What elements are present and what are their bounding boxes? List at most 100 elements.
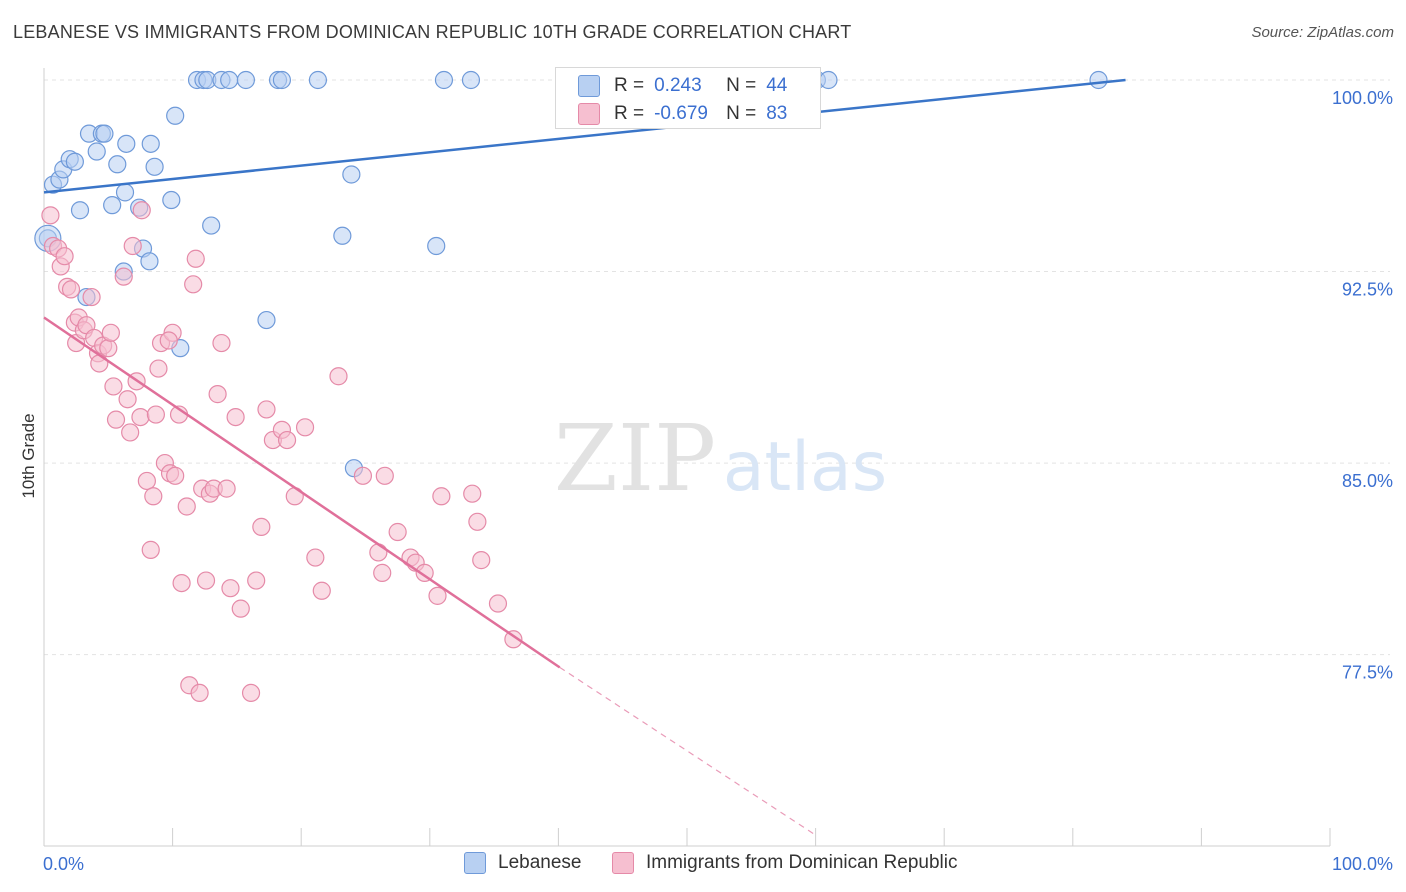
dominican-point xyxy=(472,551,491,570)
dominican-point xyxy=(144,487,163,506)
dominican-trend-line xyxy=(43,316,561,669)
legend-swatch-pink xyxy=(612,852,634,874)
stats-swatch-pink xyxy=(578,103,600,125)
dominican-trend-extension xyxy=(559,666,818,837)
lebanese-point xyxy=(166,106,185,125)
dominican-point xyxy=(231,599,250,618)
dominican-point xyxy=(468,512,487,531)
dominican-point xyxy=(208,385,227,404)
dominican-point xyxy=(241,683,261,703)
dominican-point xyxy=(159,331,178,350)
lebanese-point xyxy=(162,190,181,210)
dominican-point xyxy=(432,487,451,506)
x-tick-labels: 0.0% 100.0% xyxy=(43,854,1393,874)
dominican-point xyxy=(252,517,271,537)
lebanese-point xyxy=(1089,70,1108,90)
legend-label-lebanese: Lebanese xyxy=(498,852,582,873)
lebanese-point xyxy=(103,196,122,215)
lebanese-trend-line xyxy=(43,78,1126,194)
dominican-point xyxy=(369,543,388,562)
dominican-point xyxy=(137,471,156,491)
dominican-point xyxy=(118,390,137,409)
stats-legend: R = 0.243 N = 44 R = -0.679 N = 83 xyxy=(555,67,821,129)
dominican-point xyxy=(428,586,447,605)
stats-r-label: R = xyxy=(614,103,645,124)
dominican-point xyxy=(196,571,216,590)
dominican-point xyxy=(149,359,168,378)
dominican-point xyxy=(488,594,508,613)
dominican-point xyxy=(295,418,315,437)
dominican-point xyxy=(55,247,74,266)
stats-n-label: N = xyxy=(726,75,757,96)
lebanese-point xyxy=(95,124,114,143)
lebanese-point xyxy=(333,226,352,245)
y-tick-label: 85.0% xyxy=(1342,471,1393,491)
dominican-point xyxy=(504,630,523,649)
lebanese-point xyxy=(108,155,127,174)
y-tick-labels: 77.5% 85.0% 92.5% 100.0% xyxy=(1332,88,1393,683)
dominican-point xyxy=(106,410,126,429)
stats-n-label: N = xyxy=(726,103,757,124)
dominican-point xyxy=(247,571,266,590)
lebanese-point xyxy=(342,165,361,184)
source-label: Source: ZipAtlas.com xyxy=(1251,24,1394,41)
lebanese-point xyxy=(434,70,454,90)
legend-item-dominican[interactable]: Immigrants from Dominican Republic xyxy=(612,852,958,874)
dominican-point xyxy=(82,287,101,307)
dominican-point xyxy=(190,683,209,703)
dominican-point xyxy=(121,423,140,442)
lebanese-point xyxy=(220,70,239,90)
dominican-point xyxy=(306,548,325,567)
legend-item-lebanese[interactable]: Lebanese xyxy=(464,852,581,874)
lebanese-point xyxy=(427,236,446,256)
dominican-point xyxy=(146,405,165,424)
dominican-point xyxy=(41,206,60,225)
bottom-legend: Lebanese Immigrants from Dominican Repub… xyxy=(0,852,1406,878)
lebanese-point xyxy=(308,70,328,90)
grid-lines xyxy=(44,79,1390,656)
chart-title: LEBANESE VS IMMIGRANTS FROM DOMINICAN RE… xyxy=(13,22,852,42)
stats-n-value: 83 xyxy=(766,103,788,124)
lebanese-point xyxy=(140,252,159,271)
dominican-point xyxy=(221,579,240,598)
stats-r-value: -0.679 xyxy=(654,103,708,124)
lebanese-point xyxy=(70,201,90,220)
dominican-point xyxy=(212,333,231,353)
lebanese-point xyxy=(141,134,160,153)
trend-lines xyxy=(43,78,1126,837)
dominican-points xyxy=(41,201,523,703)
watermark-zip: ZIP xyxy=(554,405,716,512)
dominican-point xyxy=(132,201,151,220)
axes xyxy=(43,68,1331,847)
stats-r-label: R = xyxy=(614,75,645,96)
lebanese-point xyxy=(236,70,256,90)
stats-r-value: 0.243 xyxy=(654,75,702,96)
dominican-point xyxy=(131,407,150,427)
y-tick-label: 100.0% xyxy=(1332,88,1393,108)
dominican-point xyxy=(184,275,203,294)
stats-swatch-blue xyxy=(578,75,600,97)
dominican-point xyxy=(463,484,482,503)
dominican-point xyxy=(166,466,185,485)
lebanese-point xyxy=(819,70,838,90)
dominican-point xyxy=(101,323,120,342)
dominican-point xyxy=(104,377,123,396)
dominican-point xyxy=(312,581,331,600)
stats-row-lebanese: R = 0.243 N = 44 xyxy=(578,72,787,100)
dominican-point xyxy=(388,522,407,542)
dominican-point xyxy=(373,563,392,582)
dominican-point xyxy=(61,280,81,299)
watermark: ZIP atlas xyxy=(554,405,887,512)
lebanese-point xyxy=(145,157,164,176)
x-tick-label: 100.0% xyxy=(1332,854,1393,874)
dominican-point xyxy=(114,267,133,286)
dominican-point xyxy=(353,466,373,485)
dominican-point xyxy=(123,236,142,256)
stats-n-value: 44 xyxy=(766,75,788,96)
dominican-point xyxy=(415,563,434,582)
y-tick-label: 77.5% xyxy=(1342,663,1393,683)
stats-row-dominican: R = -0.679 N = 83 xyxy=(578,100,787,128)
lebanese-point xyxy=(257,310,276,330)
dominican-point xyxy=(177,497,196,516)
